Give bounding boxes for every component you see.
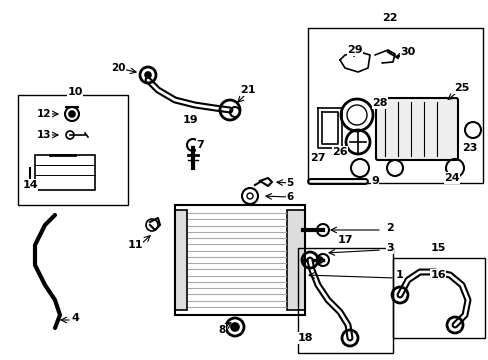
- Bar: [175, 205, 305, 315]
- Text: 10: 10: [67, 87, 82, 97]
- Bar: [35, 155, 95, 190]
- Text: 13: 13: [37, 130, 51, 140]
- Text: 5: 5: [286, 178, 293, 188]
- Text: 27: 27: [309, 153, 325, 163]
- Circle shape: [230, 323, 239, 331]
- Circle shape: [316, 257, 323, 263]
- Text: 4: 4: [71, 313, 79, 323]
- Bar: [307, 28, 482, 183]
- Text: 25: 25: [453, 83, 469, 93]
- Text: 24: 24: [443, 173, 459, 183]
- Text: 29: 29: [346, 45, 362, 55]
- Text: 17: 17: [337, 235, 352, 245]
- Text: 12: 12: [37, 109, 51, 119]
- Text: 21: 21: [240, 85, 255, 95]
- Text: 22: 22: [382, 13, 397, 23]
- Text: 2: 2: [386, 223, 393, 233]
- Text: 19: 19: [182, 115, 198, 125]
- Bar: [18, 95, 128, 205]
- Text: 6: 6: [286, 192, 293, 202]
- Text: 3: 3: [386, 243, 393, 253]
- Text: 8: 8: [218, 325, 225, 335]
- Bar: [392, 258, 484, 338]
- Bar: [286, 210, 305, 310]
- Text: 11: 11: [127, 240, 142, 250]
- FancyBboxPatch shape: [375, 98, 457, 160]
- Text: 14: 14: [22, 180, 38, 190]
- Text: 7: 7: [196, 140, 203, 150]
- Text: 18: 18: [297, 333, 312, 343]
- Circle shape: [145, 72, 151, 78]
- Bar: [297, 248, 392, 353]
- Circle shape: [69, 111, 75, 117]
- Text: 28: 28: [371, 98, 387, 108]
- Text: 1: 1: [395, 270, 403, 280]
- Text: 30: 30: [400, 47, 415, 57]
- Text: 16: 16: [429, 270, 445, 280]
- Text: 15: 15: [429, 243, 445, 253]
- Text: 26: 26: [331, 147, 347, 157]
- Text: 9: 9: [370, 176, 378, 186]
- Text: 23: 23: [461, 143, 477, 153]
- Bar: [175, 210, 186, 310]
- Text: 20: 20: [110, 63, 125, 73]
